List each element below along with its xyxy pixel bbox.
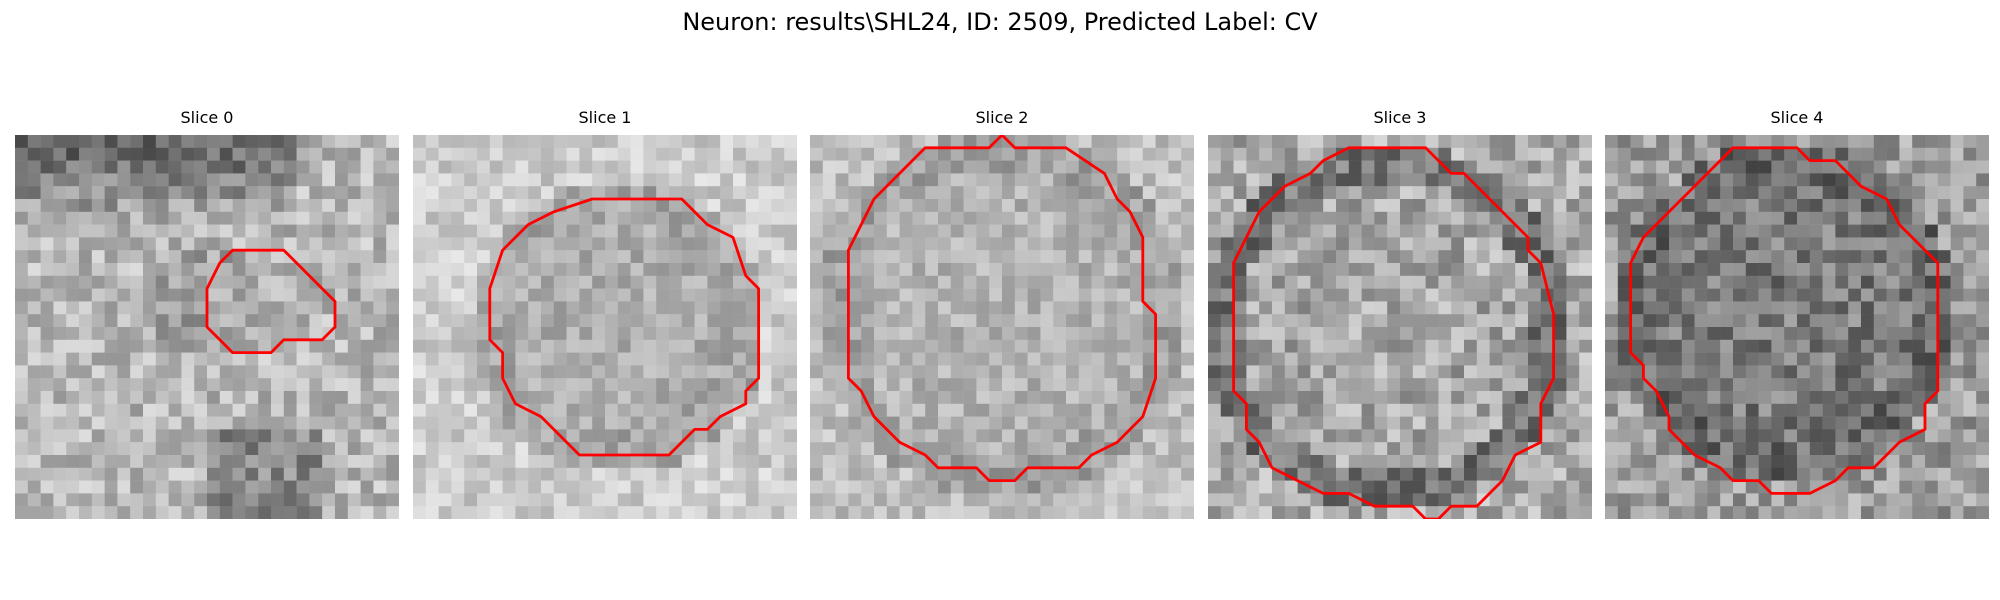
pixel-grid — [1605, 135, 1989, 519]
pixel-grid — [810, 135, 1194, 519]
panel-slice-4: Slice 4 — [1605, 108, 1989, 519]
pixel-grid — [1208, 135, 1592, 519]
slice-image — [15, 135, 399, 519]
slice-image — [413, 135, 797, 519]
contour-outline — [488, 197, 761, 457]
panel-title: Slice 0 — [180, 108, 234, 127]
panel-slice-2: Slice 2 — [810, 108, 1194, 519]
contour-outline — [846, 135, 1158, 483]
contour-outline — [1629, 146, 1940, 495]
panel-slice-3: Slice 3 — [1208, 108, 1592, 519]
contour-outline — [1232, 146, 1556, 519]
panel-slice-1: Slice 1 — [413, 108, 797, 519]
pixel-grid — [413, 135, 797, 519]
slice-image — [1208, 135, 1592, 519]
panel-title: Slice 4 — [1770, 108, 1824, 127]
slice-image — [1605, 135, 1989, 519]
slice-image — [810, 135, 1194, 519]
contour-outline — [205, 248, 337, 355]
panel-slice-0: Slice 0 — [15, 108, 399, 519]
panel-title: Slice 1 — [578, 108, 632, 127]
figure-title: Neuron: results\SHL24, ID: 2509, Predict… — [682, 8, 1318, 36]
pixel-grid — [15, 135, 399, 519]
panel-title: Slice 3 — [1373, 108, 1427, 127]
panel-title: Slice 2 — [975, 108, 1029, 127]
